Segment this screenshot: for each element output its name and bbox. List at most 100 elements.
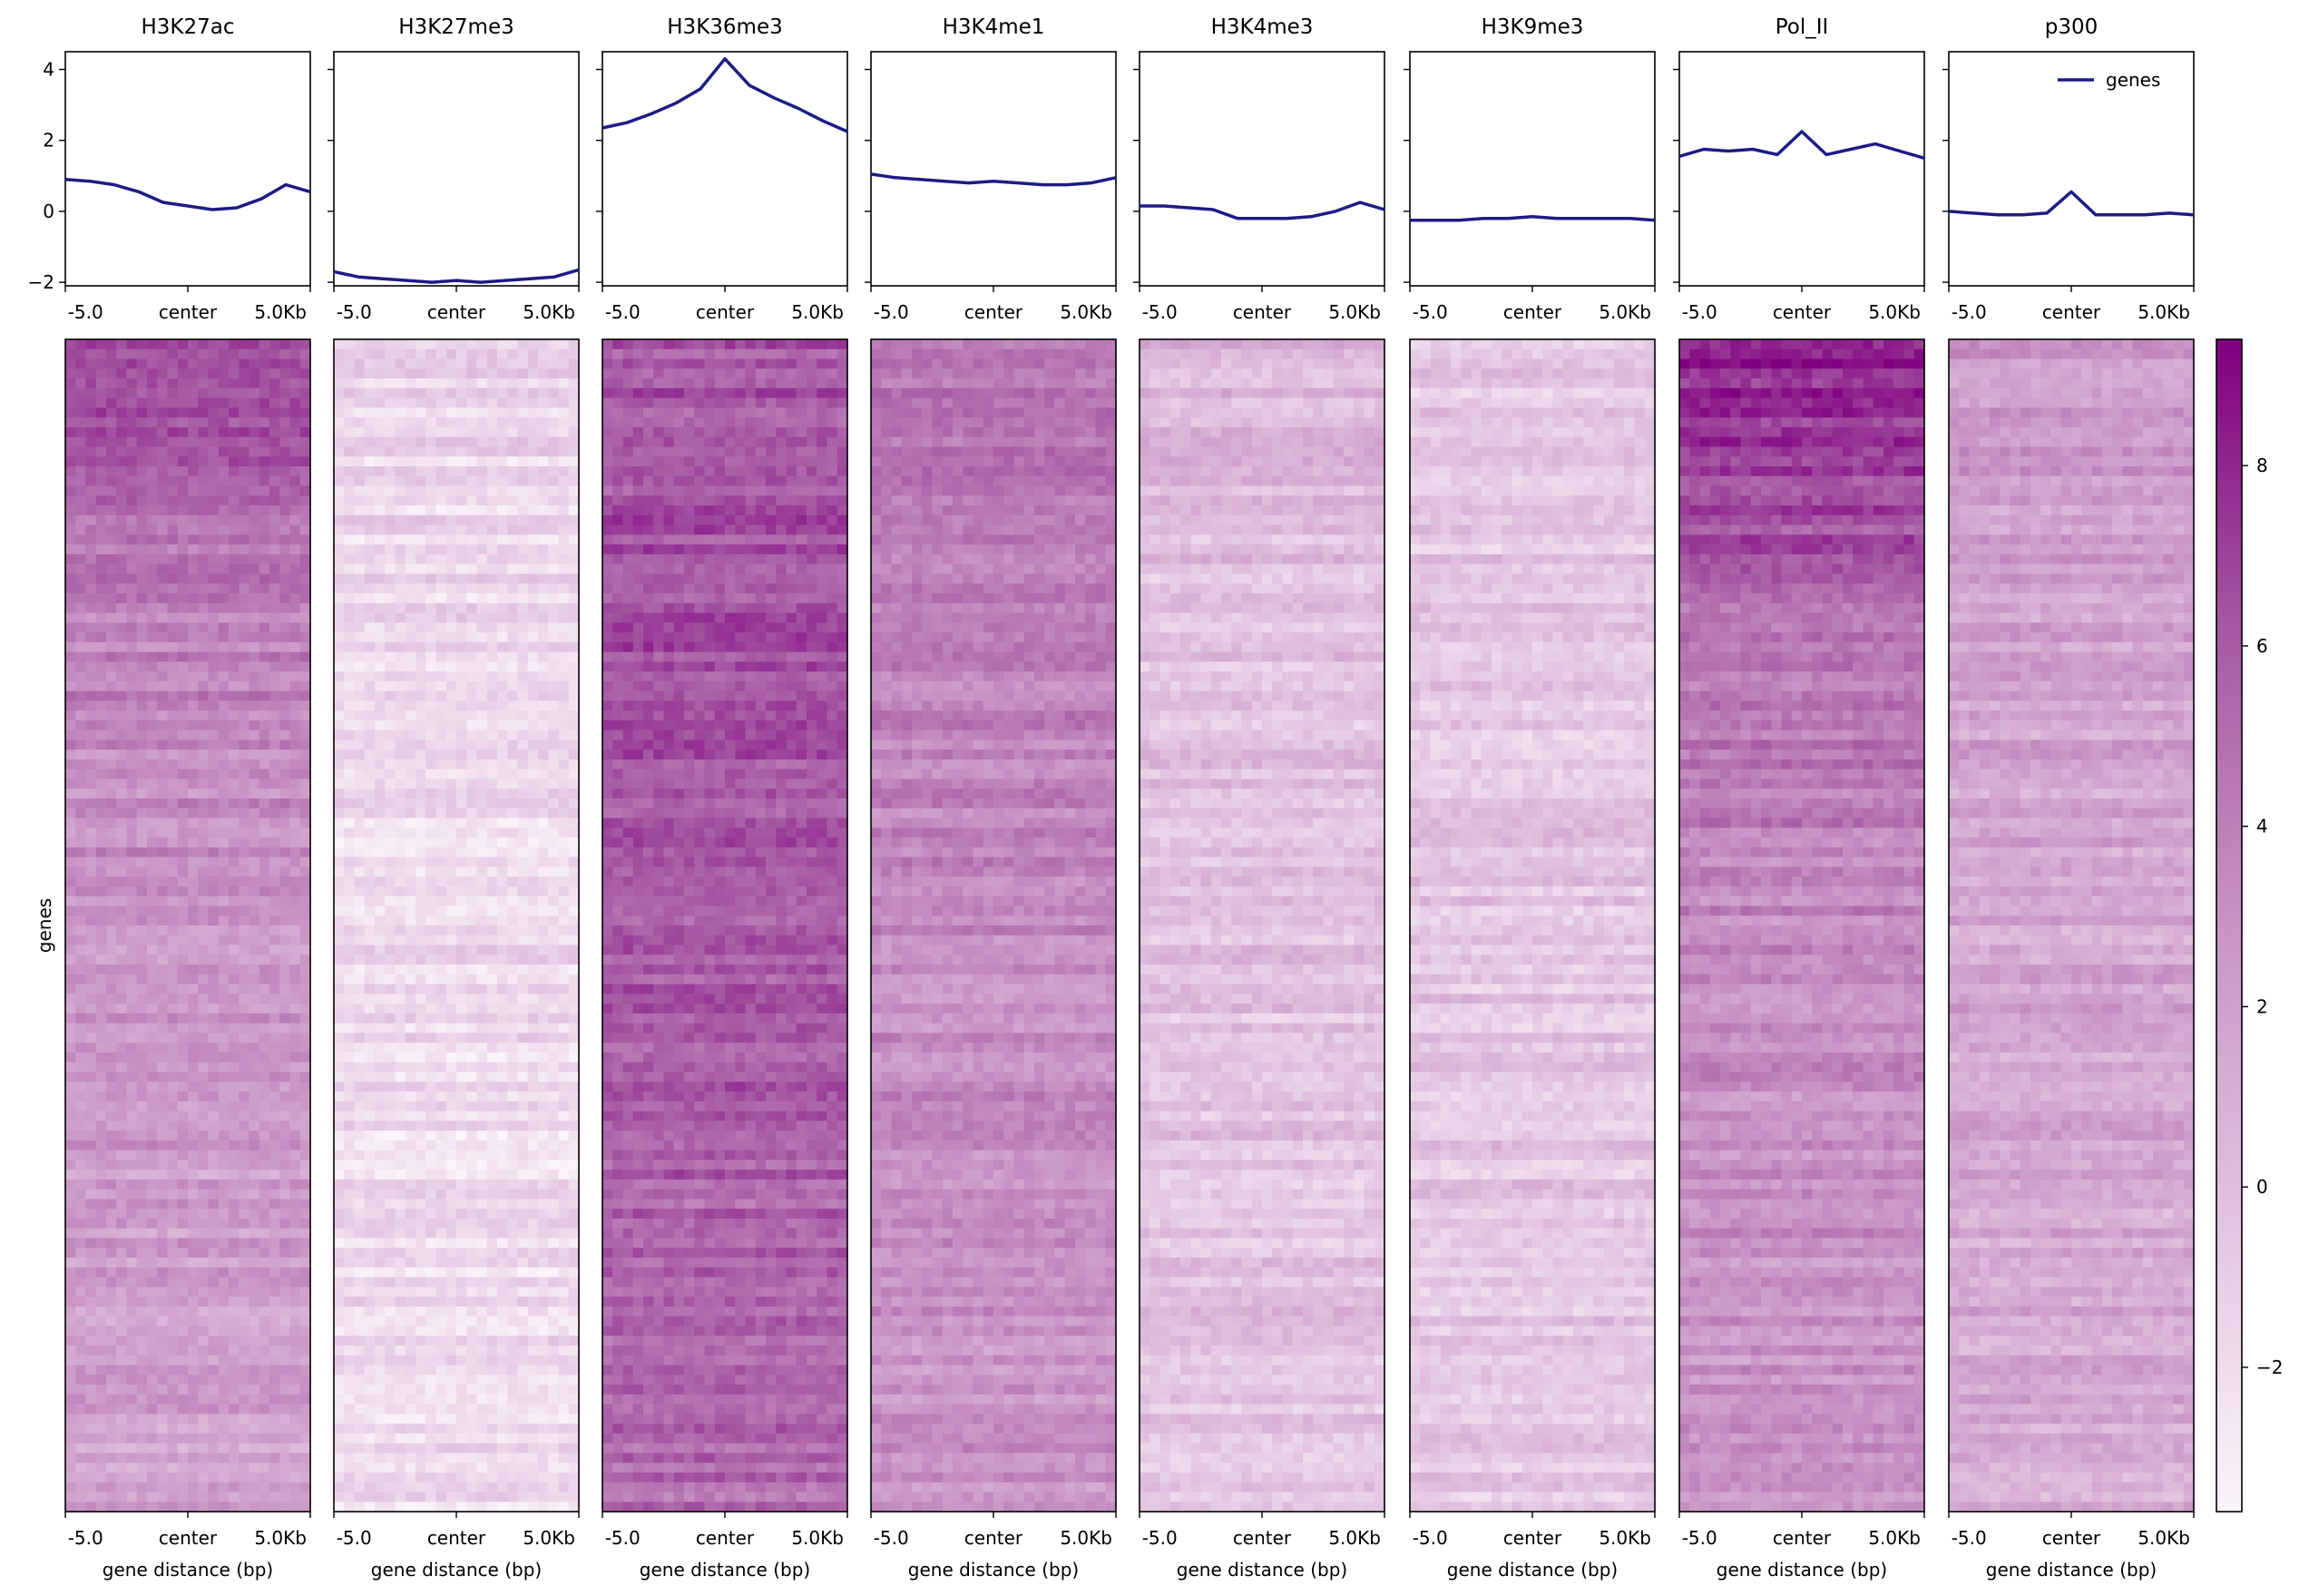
heatmap-cell	[209, 1033, 220, 1043]
heatmap-cell	[137, 925, 148, 935]
heatmap-cell	[188, 769, 199, 779]
heatmap-cell	[497, 437, 508, 447]
heatmap-cell	[477, 359, 488, 369]
heatmap-cell	[259, 1385, 270, 1395]
heatmap-cell	[229, 720, 240, 730]
heatmap-cell	[137, 1444, 148, 1454]
heatmap-cell	[528, 671, 539, 681]
heatmap-cell	[86, 1317, 97, 1327]
heatmap-cell	[559, 515, 570, 525]
heatmap-cell	[559, 847, 570, 857]
heatmap-cell	[426, 505, 436, 515]
heatmap-cell	[416, 1111, 426, 1121]
heatmap-cell	[355, 1141, 366, 1150]
heatmap-cell	[446, 583, 457, 593]
heatmap-cell	[86, 1307, 97, 1317]
heatmap-cell	[365, 896, 376, 906]
heatmap-cell	[65, 1492, 76, 1502]
heatmap-cell	[219, 827, 230, 837]
heatmap-cell	[168, 1150, 179, 1160]
heatmap-cell	[436, 652, 447, 662]
heatmap-cell	[406, 749, 416, 759]
heatmap-cell	[188, 554, 199, 564]
heatmap-cell	[300, 1023, 311, 1033]
heatmap-cell	[239, 1405, 249, 1415]
heatmap-cell	[528, 827, 539, 837]
heatmap-cell	[269, 798, 280, 808]
heatmap-cell	[198, 720, 209, 730]
heatmap-cell	[219, 1141, 230, 1150]
heatmap-cell	[106, 1033, 117, 1043]
heatmap-cell	[477, 710, 488, 720]
heatmap-cell	[106, 1229, 117, 1239]
heatmap-cell	[518, 388, 529, 398]
heatmap-cell	[396, 876, 406, 886]
heatmap-cell	[279, 525, 290, 535]
heatmap-cell	[157, 749, 168, 759]
heatmap-cell	[375, 1043, 386, 1053]
heatmap-cell	[446, 505, 457, 515]
heatmap-cell	[219, 378, 230, 388]
heatmap-cell	[147, 359, 158, 369]
heatmap-cell	[334, 417, 345, 427]
heatmap-cell	[137, 1004, 148, 1013]
heatmap-cell	[466, 593, 477, 603]
heatmap-cell	[137, 622, 148, 632]
heatmap-cell	[96, 1307, 107, 1317]
heatmap-cell	[178, 945, 189, 955]
heatmap-cell	[279, 388, 290, 398]
heatmap-cell	[300, 964, 311, 974]
heatmap-cell	[507, 632, 518, 642]
heatmap-cell	[249, 867, 260, 876]
heatmap-cell	[518, 1033, 529, 1043]
heatmap-cell	[456, 398, 467, 408]
heatmap-cell	[127, 544, 138, 554]
heatmap-cell	[249, 583, 260, 593]
heatmap-cell	[538, 593, 549, 603]
heatmap-cell	[178, 984, 189, 994]
heatmap-cell	[106, 847, 117, 857]
heatmap-cell	[96, 632, 107, 642]
heatmap-cell	[416, 417, 426, 427]
heatmap-cell	[355, 1062, 366, 1072]
heatmap-cell	[375, 671, 386, 681]
heatmap-cell	[518, 1160, 529, 1170]
heatmap-cell	[385, 398, 396, 408]
heatmap-cell	[75, 769, 86, 779]
heatmap-cell	[497, 378, 508, 388]
heatmap-cell	[507, 515, 518, 525]
heatmap-cell	[355, 642, 366, 652]
heatmap-cell	[334, 1004, 345, 1013]
heatmap-cell	[65, 476, 76, 486]
heatmap-cell	[259, 1248, 270, 1258]
heatmap-cell	[127, 808, 138, 818]
heatmap-cell	[96, 456, 107, 466]
heatmap-cell	[300, 935, 311, 945]
heatmap-cell	[300, 1287, 311, 1297]
heatmap-cell	[487, 837, 498, 847]
heatmap-cell	[75, 1483, 86, 1493]
heatmap-cell	[65, 1326, 76, 1336]
heatmap-cell	[344, 1053, 355, 1062]
heatmap-cell	[106, 544, 117, 554]
heatmap-cell	[168, 515, 179, 525]
heatmap-cell	[249, 1483, 260, 1493]
heatmap-cell	[279, 1180, 290, 1190]
heatmap-cell	[446, 622, 457, 632]
heatmap-cell	[344, 759, 355, 769]
heatmap-cell	[209, 730, 220, 740]
heatmap-cell	[239, 1229, 249, 1239]
heatmap-cell	[385, 769, 396, 779]
heatmap-cell	[188, 759, 199, 769]
heatmap-cell	[487, 710, 498, 720]
heatmap-cell	[259, 1366, 270, 1376]
heatmap-cell	[406, 1053, 416, 1062]
heatmap-cell	[65, 417, 76, 427]
heatmap-cell	[426, 906, 436, 915]
heatmap-cell	[96, 1444, 107, 1454]
heatmap-cell	[375, 955, 386, 964]
heatmap-cell	[219, 788, 230, 798]
heatmap-cell	[446, 466, 457, 476]
heatmap-cell	[456, 935, 467, 945]
heatmap-cell	[178, 818, 189, 828]
